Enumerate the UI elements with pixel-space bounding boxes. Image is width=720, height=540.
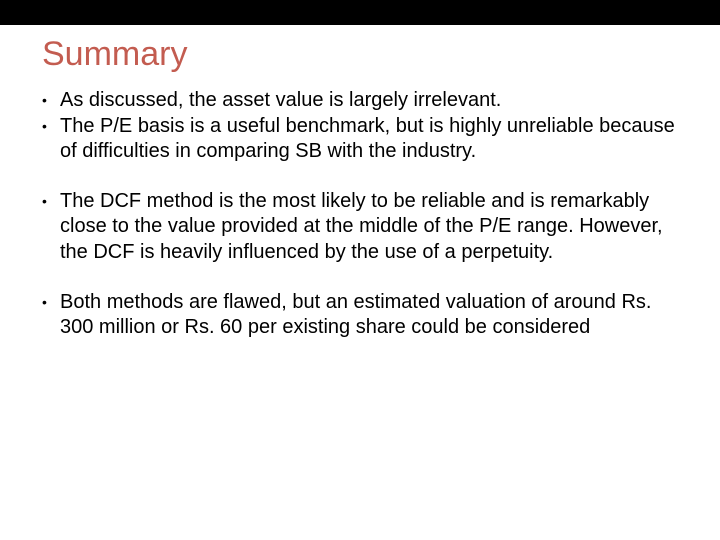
bullet-item: Both methods are flawed, but an estimate… <box>42 290 678 341</box>
bullet-item: The P/E basis is a useful benchmark, but… <box>42 114 678 165</box>
spacer <box>42 165 678 189</box>
bullet-item: As discussed, the asset value is largely… <box>42 88 678 114</box>
slide-topbar <box>0 0 720 25</box>
spacer <box>42 266 678 290</box>
slide-title: Summary <box>42 35 678 74</box>
bullet-item: The DCF method is the most likely to be … <box>42 189 678 266</box>
bullet-list: As discussed, the asset value is largely… <box>42 88 678 341</box>
slide-body: Summary As discussed, the asset value is… <box>0 25 720 341</box>
